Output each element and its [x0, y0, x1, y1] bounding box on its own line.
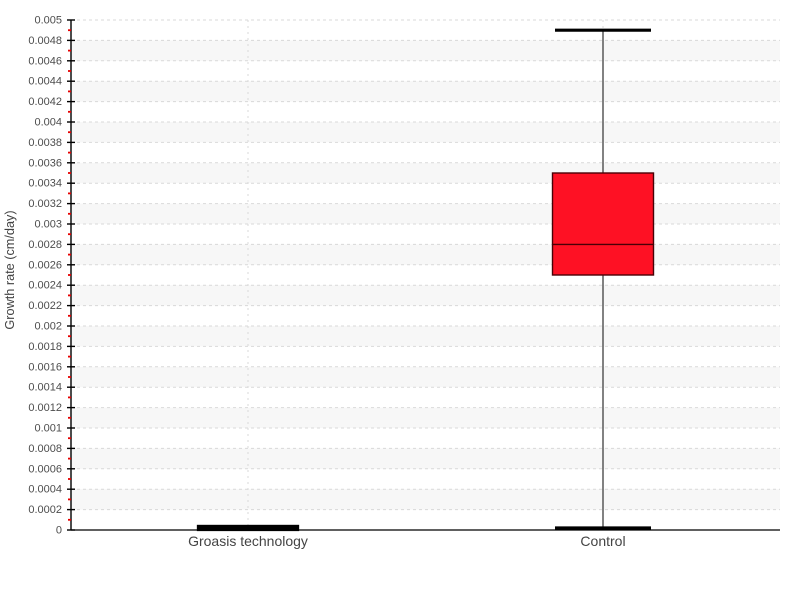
svg-text:0.001: 0.001 [34, 423, 62, 435]
svg-text:0.004: 0.004 [34, 117, 62, 129]
svg-text:0.0008: 0.0008 [28, 443, 62, 455]
svg-text:0.0022: 0.0022 [28, 300, 62, 312]
svg-text:0.003: 0.003 [34, 219, 62, 231]
svg-text:0.0026: 0.0026 [28, 259, 62, 271]
svg-text:Growth rate (cm/day): Growth rate (cm/day) [3, 210, 17, 329]
svg-text:0.0014: 0.0014 [28, 382, 62, 394]
svg-text:0.0032: 0.0032 [28, 198, 62, 210]
svg-text:0.0042: 0.0042 [28, 96, 62, 108]
svg-text:0.0006: 0.0006 [28, 463, 62, 475]
svg-text:0.0002: 0.0002 [28, 504, 62, 516]
svg-text:0.0036: 0.0036 [28, 157, 62, 169]
svg-text:0.0038: 0.0038 [28, 137, 62, 149]
svg-text:0.0024: 0.0024 [28, 280, 62, 292]
svg-text:Groasis technology: Groasis technology [188, 533, 308, 549]
svg-text:0.0048: 0.0048 [28, 35, 62, 47]
svg-text:0.0004: 0.0004 [28, 484, 62, 496]
svg-text:0: 0 [56, 525, 62, 537]
svg-text:Control: Control [580, 533, 625, 549]
svg-text:0.0016: 0.0016 [28, 361, 62, 373]
svg-text:0.0028: 0.0028 [28, 239, 62, 251]
svg-text:0.005: 0.005 [34, 15, 62, 27]
svg-text:0.0046: 0.0046 [28, 55, 62, 67]
svg-text:0.002: 0.002 [34, 321, 62, 333]
svg-text:0.0018: 0.0018 [28, 341, 62, 353]
svg-text:0.0044: 0.0044 [28, 76, 62, 88]
svg-text:0.0034: 0.0034 [28, 178, 62, 190]
svg-text:0.0012: 0.0012 [28, 402, 62, 414]
